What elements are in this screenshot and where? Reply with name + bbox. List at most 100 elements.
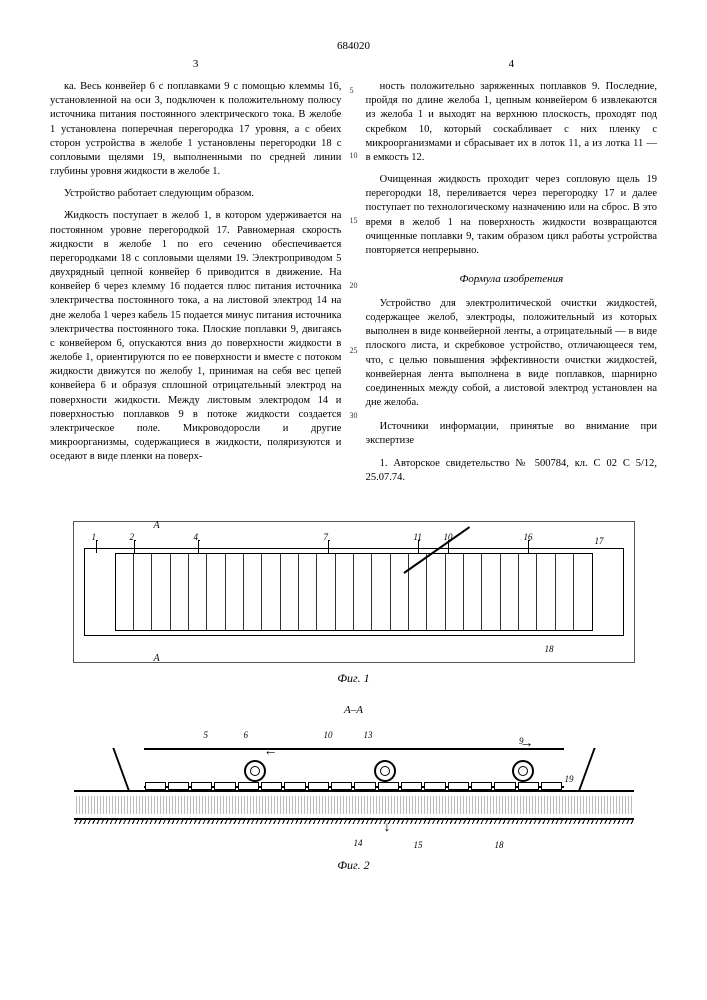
figures-area: 1 2 4 7 11 10 16 17 18 А А Фиг. 1 А–А — [50, 521, 657, 873]
lead-line — [134, 540, 136, 553]
fig2-float — [518, 782, 539, 790]
fig2-float — [541, 782, 562, 790]
fig2-arrow-right: → — [520, 736, 534, 752]
fig2-conveyor-top-run — [144, 748, 564, 750]
fig2-label-5: 5 — [204, 730, 209, 740]
fig2-float — [145, 782, 166, 790]
fig2-float — [214, 782, 235, 790]
formula-text: Устройство для электролитической очистки… — [366, 297, 657, 410]
fig1-slat — [427, 554, 445, 630]
fig1-slat — [189, 554, 207, 630]
body-paragraph: ка. Весь конвейер 6 с поплавками 9 с пом… — [50, 80, 341, 179]
fig1-slat — [244, 554, 262, 630]
fig2-float — [168, 782, 189, 790]
fig1-slat — [299, 554, 317, 630]
fig2-float — [261, 782, 282, 790]
fig1-caption: Фиг. 1 — [50, 671, 657, 686]
fig1-section-A-bottom: А — [154, 653, 160, 664]
fig2-label-10: 10 — [324, 730, 333, 740]
fig1-slat — [501, 554, 519, 630]
fig2-arrow-down: ↓ — [384, 820, 391, 836]
fig1-label-18: 18 — [545, 644, 554, 654]
fig2-sprocket — [512, 760, 534, 782]
lead-line — [96, 540, 98, 553]
fig2-float — [424, 782, 445, 790]
fig2-sprocket — [244, 760, 266, 782]
fig2-float — [448, 782, 469, 790]
line-mark: 15 — [350, 216, 358, 225]
fig1-slat — [281, 554, 299, 630]
fig1-slat — [336, 554, 354, 630]
line-mark: 5 — [350, 86, 358, 95]
fig2-label-18: 18 — [495, 840, 504, 850]
fig1-label-17: 17 — [595, 536, 604, 546]
line-mark: 10 — [350, 151, 358, 160]
fig1-slat — [262, 554, 280, 630]
fig1-conveyor-outline — [115, 553, 593, 631]
fig1-slat — [556, 554, 574, 630]
fig1-slat — [171, 554, 189, 630]
fig2-section-title: А–А — [50, 704, 657, 716]
fig2-label-13: 13 — [364, 730, 373, 740]
fig2-float — [331, 782, 352, 790]
fig2-label-6: 6 — [244, 730, 249, 740]
line-number-gutter: 5 10 15 20 25 30 — [350, 86, 358, 420]
fig1-slat — [537, 554, 555, 630]
fig2-liquid-hatch — [74, 796, 634, 814]
fig1-slat — [574, 554, 591, 630]
body-paragraph: Очищенная жидкость проходит через соплов… — [366, 173, 657, 258]
fig2-float — [308, 782, 329, 790]
line-mark: 20 — [350, 281, 358, 290]
lead-line — [448, 540, 450, 553]
fig1-slat — [317, 554, 335, 630]
sources-header: Источники информации, принятые во вниман… — [366, 420, 657, 448]
fig1-slat — [207, 554, 225, 630]
fig2-ground-hatch — [74, 818, 634, 824]
fig2-sprocket — [374, 760, 396, 782]
fig1-slat — [482, 554, 500, 630]
fig2-conveyor — [144, 748, 564, 788]
fig1-slat — [446, 554, 464, 630]
line-mark: 30 — [350, 411, 358, 420]
fig2-float — [284, 782, 305, 790]
body-paragraph: ность положительно заряженных поплавков … — [366, 80, 657, 165]
fig1-slat — [116, 554, 134, 630]
lead-line — [328, 540, 330, 553]
sources-text: 1. Авторское свидетельство № 500784, кл.… — [366, 457, 657, 485]
fig2-float — [494, 782, 515, 790]
patent-number: 684020 — [50, 40, 657, 52]
fig2-arrow-left: ← — [264, 744, 278, 760]
right-column: ность положительно заряженных поплавков … — [366, 80, 657, 493]
fig1-trough-outline — [84, 548, 624, 636]
fig1-float-slats — [116, 554, 592, 630]
lead-line — [418, 540, 420, 553]
fig2-float — [238, 782, 259, 790]
left-column: ка. Весь конвейер 6 с поплавками 9 с пом… — [50, 80, 341, 493]
fig1-slat — [391, 554, 409, 630]
figure-1: 1 2 4 7 11 10 16 17 18 А А — [73, 521, 635, 663]
lead-line — [198, 540, 200, 553]
fig2-float — [471, 782, 492, 790]
fig1-slat — [464, 554, 482, 630]
fig2-label-15: 15 — [414, 840, 423, 850]
col-num-right: 4 — [509, 58, 515, 70]
fig1-slat — [519, 554, 537, 630]
fig2-caption: Фиг. 2 — [50, 858, 657, 873]
fig2-label-14: 14 — [354, 838, 363, 848]
fig1-slat — [134, 554, 152, 630]
fig1-slat — [354, 554, 372, 630]
fig1-slat — [152, 554, 170, 630]
fig2-float — [378, 782, 399, 790]
fig2-floats-row — [144, 782, 564, 790]
fig2-float — [401, 782, 422, 790]
fig2-float — [191, 782, 212, 790]
fig1-slat — [226, 554, 244, 630]
lead-line — [528, 540, 530, 553]
line-mark: 25 — [350, 346, 358, 355]
figure-2: 5 6 10 13 9 19 14 15 18 ← → ↓ — [74, 720, 634, 850]
col-num-left: 3 — [193, 58, 199, 70]
formula-header: Формула изобретения — [366, 272, 657, 287]
fig2-label-19: 19 — [565, 774, 574, 784]
body-paragraph: Жидкость поступает в желоб 1, в котором … — [50, 209, 341, 464]
fig2-float — [354, 782, 375, 790]
